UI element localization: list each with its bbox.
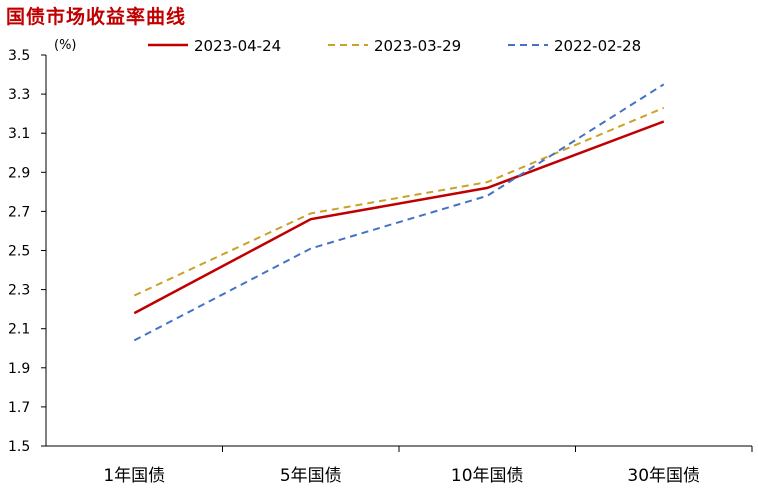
x-tick-label: 30年国债 <box>627 466 700 486</box>
series-line-2023-03-29 <box>133 106 665 297</box>
chart-title: 国债市场收益率曲线 <box>6 6 187 28</box>
legend: 2023-04-24 2023-03-29 2022-02-28 <box>148 37 641 55</box>
axes <box>45 55 752 447</box>
series-line-2023-04-24 <box>133 120 665 315</box>
legend-label: 2022-02-28 <box>554 37 641 55</box>
y-tick-label: 1.9 <box>8 361 30 377</box>
y-tick-label: 2.7 <box>8 204 30 220</box>
y-tick-label: 2.1 <box>8 322 30 338</box>
y-tick-label: 1.5 <box>8 439 30 455</box>
y-tick-label: 3.1 <box>8 126 30 142</box>
x-tick-label: 1年国债 <box>103 466 165 486</box>
legend-label: 2023-03-29 <box>374 37 461 55</box>
y-tick-label: 3.3 <box>8 87 30 103</box>
series-line-2022-02-28 <box>133 83 665 342</box>
legend-label: 2023-04-24 <box>194 37 281 55</box>
y-tick-label: 2.3 <box>8 283 30 299</box>
y-axis-unit-label: (%) <box>54 38 77 53</box>
y-ticks: 1.5 1.7 1.9 2.1 2.3 2.5 2.7 2.9 3.1 3.3 3.5 (%) <box>8 38 77 455</box>
series-lines <box>133 83 665 342</box>
x-labels: 1年国债 5年国债 10年国债 30年国债 <box>103 446 753 486</box>
y-tick-label: 2.9 <box>8 165 30 181</box>
y-tick-label: 1.7 <box>8 400 30 416</box>
y-tick-label: 3.5 <box>8 48 30 64</box>
y-tick-label: 2.5 <box>8 244 30 260</box>
x-tick-label: 5年国债 <box>280 466 342 486</box>
x-tick-label: 10年国债 <box>451 466 524 486</box>
